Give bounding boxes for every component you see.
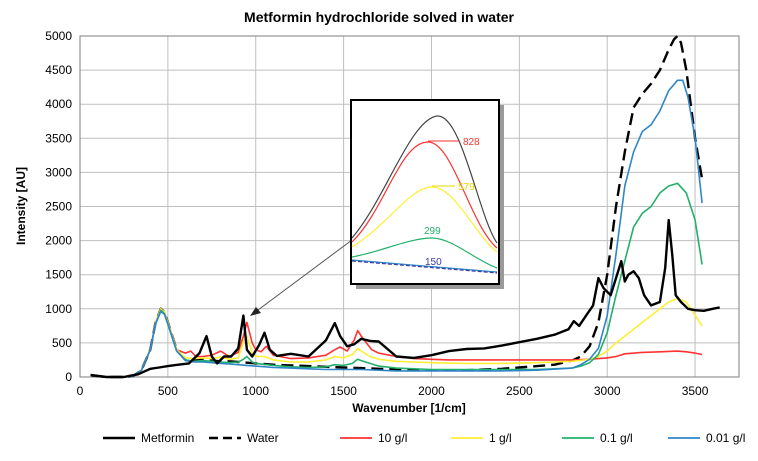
legend: Metformin Water 10 g/l 1 g/l 0.1 g/l 0.01 g/l: [103, 431, 745, 445]
y-tick-label: 4500: [45, 63, 72, 77]
inset-zoom: 828 579 299 150: [250, 99, 504, 316]
x-tick-label: 3500: [682, 384, 709, 398]
legend-label: 0.01 g/l: [706, 431, 745, 445]
series-line-metformin: [90, 218, 720, 379]
inset-label-150: 150: [425, 257, 442, 268]
inset-curve-10gl: [351, 141, 498, 249]
y-tick-label: 1000: [45, 302, 72, 316]
legend-label: 1 g/l: [489, 431, 512, 445]
x-tick-label: 3000: [594, 384, 621, 398]
x-tick-label: 2500: [506, 384, 533, 398]
inset-label-828: 828: [463, 137, 480, 148]
y-axis-ticks: 0 500 1000 1500 2000 2500 3000 3500 4000 4500 5000: [45, 29, 72, 384]
y-tick-label: 5000: [45, 29, 72, 43]
series-line-0-01-g-l: [92, 79, 703, 378]
y-tick-label: 2000: [45, 234, 72, 248]
y-tick-label: 1500: [45, 268, 72, 282]
x-axis-title: Wavenumber [1/cm]: [352, 401, 466, 415]
inset-curve-1gl: [351, 186, 498, 253]
y-tick-label: 500: [52, 336, 72, 350]
x-tick-label: 500: [158, 384, 178, 398]
inset-curve-001gl: [351, 259, 498, 273]
legend-label: 10 g/l: [378, 431, 407, 445]
x-tick-label: 2000: [418, 384, 445, 398]
inset-curve-water: [351, 260, 498, 274]
y-tick-label: 0: [65, 370, 72, 384]
inset-pointer-line: [253, 239, 353, 314]
legend-label: Water: [247, 431, 279, 445]
inset-pointer-arrow: [250, 307, 261, 316]
y-tick-label: 3000: [45, 165, 72, 179]
plot-frame: [79, 35, 740, 378]
inset-label-299: 299: [424, 226, 441, 237]
inset-label-579: 579: [458, 182, 475, 193]
x-tick-label: 1500: [330, 384, 357, 398]
y-tick-label: 3500: [45, 131, 72, 145]
inset-curve-metformin: [351, 115, 498, 244]
x-axis-ticks: 0 500 1000 1500 2000 2500 3000 3500: [77, 384, 709, 398]
legend-label: 0.1 g/l: [600, 431, 633, 445]
y-axis-title: Intensity [AU]: [14, 167, 28, 245]
series-group: [90, 34, 720, 379]
chart-title: Metformin hydrochloride solved in water: [244, 9, 514, 25]
inset-frame: [350, 99, 500, 285]
y-tick-label: 4000: [45, 97, 72, 111]
x-tick-label: 0: [77, 384, 84, 398]
legend-label: Metformin: [141, 431, 194, 445]
y-tick-label: 2500: [45, 200, 72, 214]
x-tick-label: 1000: [242, 384, 269, 398]
inset-curve-01gl: [351, 237, 498, 269]
